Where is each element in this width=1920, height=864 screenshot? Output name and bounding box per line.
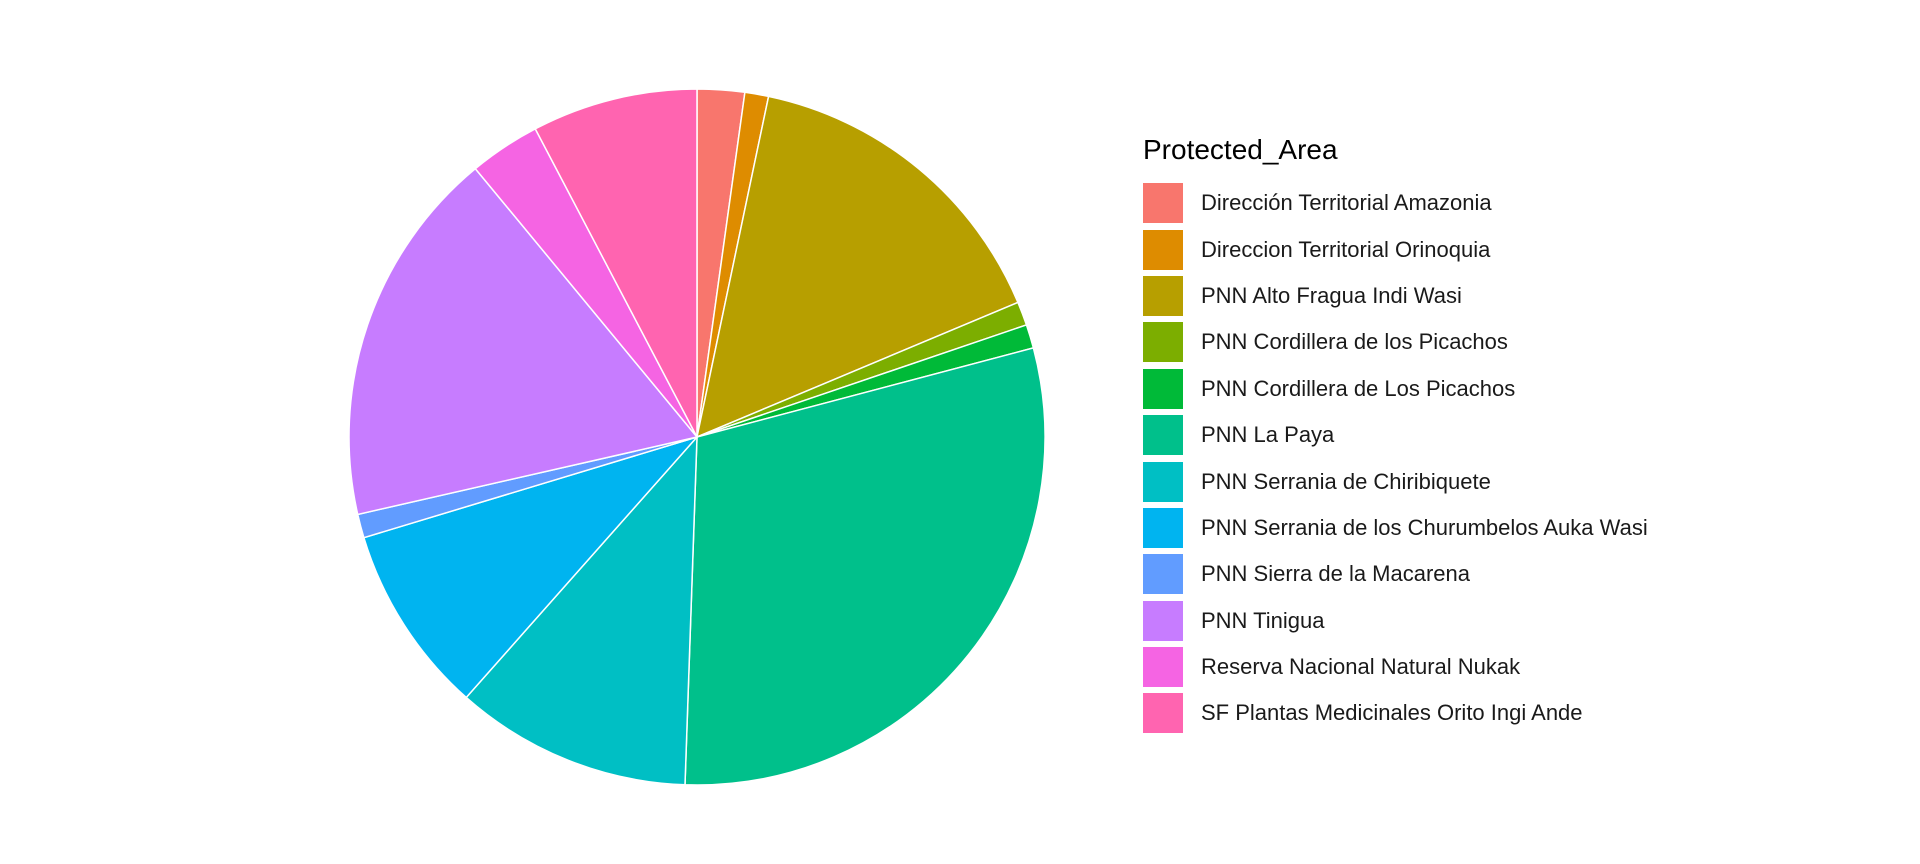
- legend-item: Reserva Nacional Natural Nukak: [1143, 644, 1648, 690]
- legend-swatch: [1143, 693, 1183, 734]
- legend-swatch: [1143, 275, 1183, 316]
- legend-label: PNN Serrania de Chiribiquete: [1201, 468, 1491, 494]
- legend-swatch: [1143, 461, 1183, 502]
- legend-item: PNN Tinigua: [1143, 598, 1648, 644]
- legend-swatch: [1143, 183, 1183, 224]
- legend-label: PNN Cordillera de los Picachos: [1201, 329, 1508, 355]
- legend-item: PNN Serrania de los Churumbelos Auka Was…: [1143, 505, 1648, 551]
- legend-swatch: [1143, 415, 1183, 456]
- legend-item: Dirección Territorial Amazonia: [1143, 180, 1648, 226]
- legend-item: PNN Sierra de la Macarena: [1143, 551, 1648, 597]
- legend-label: SF Plantas Medicinales Orito Ingi Ande: [1201, 700, 1583, 726]
- legend-item: SF Plantas Medicinales Orito Ingi Ande: [1143, 690, 1648, 736]
- legend-item: PNN Cordillera de los Picachos: [1143, 319, 1648, 365]
- pie-slice: [684, 346, 1046, 786]
- legend-item: Direccion Territorial Orinoquia: [1143, 226, 1648, 272]
- legend-label: Reserva Nacional Natural Nukak: [1201, 654, 1521, 680]
- legend-item: PNN Serrania de Chiribiquete: [1143, 458, 1648, 504]
- legend: Protected_Area Dirección Territorial Ama…: [1143, 132, 1648, 737]
- legend-swatch: [1143, 647, 1183, 688]
- legend-swatch: [1143, 368, 1183, 409]
- legend-label: PNN Serrania de los Churumbelos Auka Was…: [1201, 514, 1648, 540]
- legend-label: PNN La Paya: [1201, 422, 1335, 448]
- legend-label: PNN Tinigua: [1201, 607, 1325, 633]
- legend-swatch: [1143, 600, 1183, 641]
- legend-swatch: [1143, 229, 1183, 270]
- legend-item: PNN La Paya: [1143, 412, 1648, 458]
- legend-title: Protected_Area: [1143, 134, 1338, 165]
- pie-slice: [695, 95, 1019, 439]
- legend-swatch: [1143, 507, 1183, 548]
- pie-slice: [348, 167, 699, 516]
- legend-item: PNN Cordillera de Los Picachos: [1143, 366, 1648, 412]
- legend-swatch: [1143, 554, 1183, 595]
- pie-slice: [465, 434, 698, 786]
- legend-item: PNN Alto Fragua Indi Wasi: [1143, 273, 1648, 319]
- legend-label: Dirección Territorial Amazonia: [1201, 190, 1492, 216]
- legend-swatch: [1143, 322, 1183, 363]
- legend-label: PNN Sierra de la Macarena: [1201, 561, 1471, 587]
- legend-items: Dirección Territorial Amazonia Direccion …: [1143, 180, 1648, 737]
- pie-slice: [362, 435, 700, 699]
- pie-slice: [534, 88, 698, 438]
- legend-label: PNN Alto Fragua Indi Wasi: [1201, 282, 1462, 308]
- legend-label: PNN Cordillera de Los Picachos: [1201, 375, 1516, 401]
- legend-label: Direccion Territorial Orinoquia: [1201, 236, 1491, 262]
